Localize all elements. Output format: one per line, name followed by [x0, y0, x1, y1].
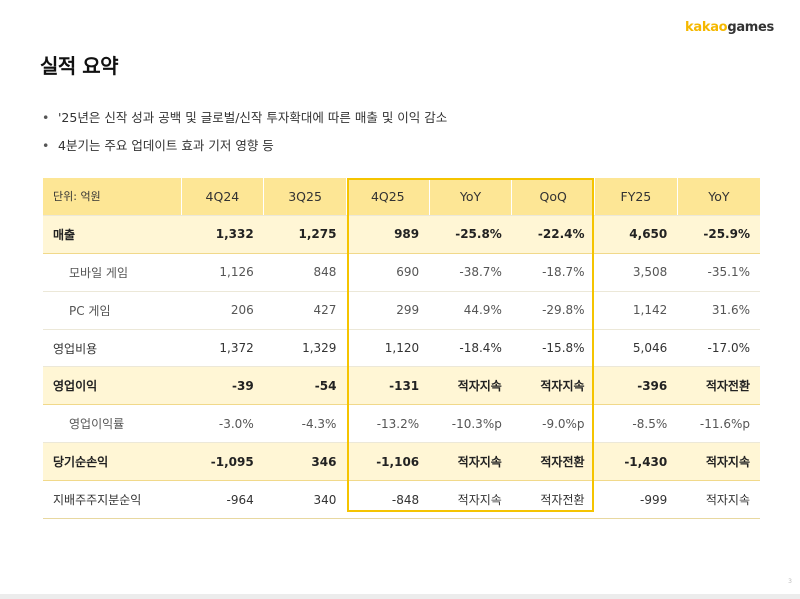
kakaogames-logo: kakaogames: [685, 20, 774, 35]
row-label: 영업이익률: [43, 404, 182, 444]
footer-bar: [0, 594, 800, 599]
table-row: PC 게임 206 427 299 44.9% -29.8% 1,142 31.6%: [43, 291, 760, 330]
table-cell: 206: [181, 291, 264, 330]
table-row: 영업비용 1,372 1,329 1,120 -18.4% -15.8% 5,046 -17.…: [43, 329, 760, 368]
table-cell: 적자전환: [511, 480, 595, 520]
table-cell: -17.0%: [677, 329, 760, 368]
table-cell: -10.3%p: [429, 404, 512, 444]
table-cell: -11.6%p: [677, 404, 760, 444]
table-cell: 적자전환: [677, 366, 760, 406]
table-row: 영업이익 -39 -54 -131 적자지속 적자지속 -396 적자전환: [43, 366, 760, 406]
summary-bullets: '25년은 신작 성과 공백 및 글로벌/신작 투자확대에 따른 매출 및 이익…: [40, 108, 447, 164]
column-header: YoY: [428, 178, 512, 216]
table-cell: -999: [594, 480, 678, 520]
table-cell: -22.4%: [511, 215, 595, 254]
table-cell: 427: [263, 291, 347, 330]
unit-header: 단위: 억원: [43, 178, 182, 216]
table-cell: 1,142: [594, 291, 678, 330]
table-cell: 적자지속: [677, 442, 760, 482]
table-cell: 1,120: [346, 329, 430, 368]
table-cell: 346: [263, 442, 347, 482]
table-cell: 1,329: [263, 329, 347, 368]
table-cell: -1,430: [594, 442, 678, 482]
table-cell: 299: [346, 291, 430, 330]
table-cell: -3.0%: [181, 404, 264, 444]
table-cell: 31.6%: [677, 291, 760, 330]
row-label: 영업비용: [43, 329, 182, 368]
table-cell: -9.0%p: [511, 404, 595, 444]
table-cell: 44.9%: [429, 291, 512, 330]
bullet-item: 4분기는 주요 업데이트 효과 기저 영향 등: [40, 136, 447, 164]
page-title: 실적 요약: [40, 54, 119, 78]
column-header: 4Q25: [345, 178, 430, 216]
earnings-summary-table: 단위: 억원 4Q24 3Q25 4Q25 YoY QoQ FY25 YoY 매…: [43, 178, 760, 520]
table-cell: 1,126: [181, 253, 264, 292]
table-cell: -39: [181, 366, 264, 406]
row-label: 지배주주지분순익: [43, 480, 182, 520]
table-cell: -964: [181, 480, 264, 520]
table-cell: -848: [346, 480, 430, 520]
table-cell: 3,508: [594, 253, 678, 292]
column-header: 4Q24: [180, 178, 264, 216]
table-cell: 적자지속: [429, 442, 512, 482]
table-row: 영업이익률 -3.0% -4.3% -13.2% -10.3%p -9.0%p -8.5% -…: [43, 404, 760, 444]
table-cell: -131: [346, 366, 430, 406]
row-label: 매출: [43, 215, 182, 254]
table-cell: 적자지속: [429, 366, 512, 406]
row-label: 모바일 게임: [43, 253, 182, 292]
table-cell: 989: [346, 215, 430, 254]
table-cell: 690: [346, 253, 430, 292]
table-cell: -13.2%: [346, 404, 430, 444]
page-number: 3: [788, 578, 792, 585]
table-row: 모바일 게임 1,126 848 690 -38.7% -18.7% 3,508 -35.1%: [43, 253, 760, 292]
table-cell: 340: [263, 480, 347, 520]
table-cell: -25.9%: [677, 215, 760, 254]
table-cell: -29.8%: [511, 291, 595, 330]
table-cell: -35.1%: [677, 253, 760, 292]
table-cell: 5,046: [594, 329, 678, 368]
table-cell: -18.7%: [511, 253, 595, 292]
table-cell: 1,332: [181, 215, 264, 254]
table-cell: -1,106: [346, 442, 430, 482]
row-label: 당기순손익: [43, 442, 182, 482]
column-header: 3Q25: [263, 178, 347, 216]
table-row: 당기순손익 -1,095 346 -1,106 적자지속 적자전환 -1,430 적자지속: [43, 442, 760, 482]
table-cell: 848: [263, 253, 347, 292]
table-cell: 1,275: [263, 215, 347, 254]
column-header: QoQ: [511, 178, 595, 216]
logo-games: games: [727, 20, 774, 35]
table-cell: -4.3%: [263, 404, 347, 444]
table-cell: -8.5%: [594, 404, 678, 444]
table-cell: -15.8%: [511, 329, 595, 368]
logo-kakao: kakao: [685, 20, 728, 35]
column-header: FY25: [594, 178, 678, 216]
table-row: 지배주주지분순익 -964 340 -848 적자지속 적자전환 -999 적자지속: [43, 480, 760, 520]
row-label: 영업이익: [43, 366, 182, 406]
row-label: PC 게임: [43, 291, 182, 330]
table-cell: -1,095: [181, 442, 264, 482]
table-cell: -54: [263, 366, 347, 406]
table-cell: 적자지속: [511, 366, 595, 406]
table-cell: 적자지속: [677, 480, 760, 520]
table-row: 매출 1,332 1,275 989 -25.8% -22.4% 4,650 -25.9%: [43, 215, 760, 254]
table-cell: -396: [594, 366, 678, 406]
table-cell: 적자지속: [429, 480, 512, 520]
table-cell: 4,650: [594, 215, 678, 254]
bullet-item: '25년은 신작 성과 공백 및 글로벌/신작 투자확대에 따른 매출 및 이익…: [40, 108, 447, 136]
column-header: YoY: [676, 178, 760, 216]
table-cell: -18.4%: [429, 329, 512, 368]
table-cell: 1,372: [181, 329, 264, 368]
table-header-row: 단위: 억원 4Q24 3Q25 4Q25 YoY QoQ FY25 YoY: [43, 178, 760, 216]
table-cell: -25.8%: [429, 215, 512, 254]
table-cell: 적자전환: [511, 442, 595, 482]
table-cell: -38.7%: [429, 253, 512, 292]
